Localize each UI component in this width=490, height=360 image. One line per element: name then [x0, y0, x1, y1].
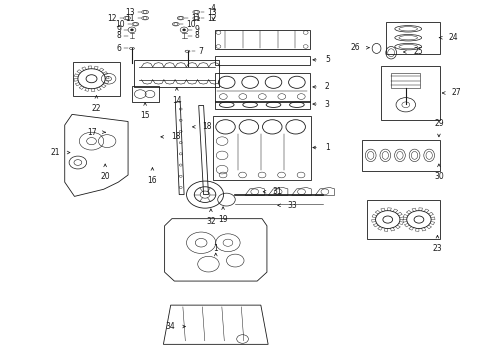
Text: 7: 7 — [198, 47, 203, 56]
Bar — [73, 62, 120, 96]
Text: 10: 10 — [187, 20, 196, 29]
Text: 18: 18 — [202, 122, 212, 131]
Bar — [367, 200, 440, 239]
Text: 1: 1 — [325, 143, 330, 152]
Text: 17: 17 — [87, 128, 97, 137]
Text: 32: 32 — [206, 217, 216, 226]
Text: 11: 11 — [192, 14, 201, 23]
Text: 6: 6 — [116, 44, 121, 53]
Text: 8: 8 — [195, 31, 199, 40]
Text: 19: 19 — [218, 215, 228, 224]
Text: 5: 5 — [325, 55, 330, 64]
Text: 30: 30 — [434, 172, 444, 181]
Text: 13: 13 — [125, 8, 134, 17]
Text: 22: 22 — [92, 104, 101, 113]
Text: 27: 27 — [452, 89, 461, 98]
Text: 29: 29 — [434, 119, 444, 128]
Text: 21: 21 — [51, 148, 60, 157]
Text: 14: 14 — [172, 96, 182, 105]
Text: 26: 26 — [350, 43, 360, 52]
Text: 10: 10 — [115, 20, 124, 29]
Text: 16: 16 — [147, 176, 157, 185]
Bar — [215, 101, 310, 109]
Text: 11: 11 — [125, 14, 134, 23]
Text: 9: 9 — [195, 26, 200, 35]
Bar — [215, 30, 310, 49]
Text: 12: 12 — [107, 14, 116, 23]
Bar — [381, 66, 440, 120]
Text: 18: 18 — [171, 132, 180, 141]
Text: 2: 2 — [325, 82, 330, 91]
Text: 9: 9 — [116, 26, 121, 35]
Bar — [362, 140, 440, 171]
Text: 25: 25 — [413, 48, 423, 57]
Bar — [391, 73, 420, 87]
Text: 3: 3 — [325, 100, 330, 109]
Circle shape — [130, 29, 133, 31]
Bar — [215, 73, 310, 102]
Circle shape — [183, 29, 186, 31]
Text: 20: 20 — [100, 172, 110, 181]
Text: 24: 24 — [448, 33, 458, 42]
Bar — [215, 57, 310, 66]
Bar — [132, 86, 159, 102]
Text: 12: 12 — [207, 14, 217, 23]
Text: 15: 15 — [140, 111, 150, 120]
Bar — [134, 60, 220, 87]
Text: 4: 4 — [211, 4, 216, 13]
Text: 1: 1 — [213, 244, 218, 253]
Text: 31: 31 — [273, 187, 282, 196]
Bar — [386, 22, 440, 54]
Text: 33: 33 — [288, 201, 297, 210]
Text: 8: 8 — [117, 31, 121, 40]
Text: 13: 13 — [207, 8, 217, 17]
Text: 34: 34 — [165, 322, 175, 331]
Bar — [213, 116, 311, 180]
Text: 23: 23 — [433, 244, 442, 253]
